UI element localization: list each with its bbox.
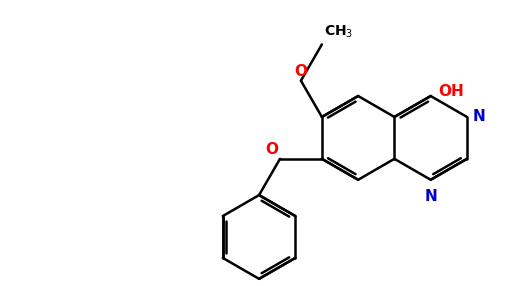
Text: N: N [473, 110, 486, 124]
Text: N: N [424, 189, 437, 204]
Text: OH: OH [438, 84, 464, 100]
Text: O: O [294, 64, 307, 79]
Text: O: O [265, 142, 278, 157]
Text: CH$_3$: CH$_3$ [325, 24, 354, 40]
